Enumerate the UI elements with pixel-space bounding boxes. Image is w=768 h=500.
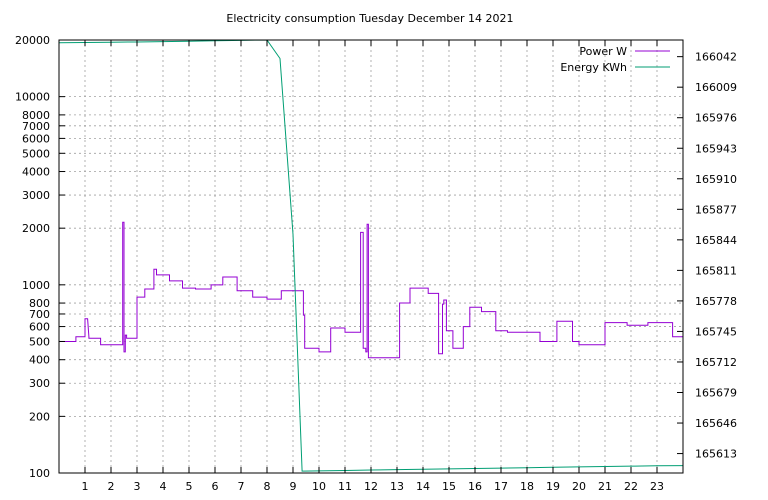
y-left-tick-label: 4000 [22, 166, 50, 179]
y-right-tick-label: 165778 [695, 295, 737, 308]
y-right-tick-label: 165976 [695, 112, 737, 125]
x-tick-label: 17 [494, 480, 508, 493]
x-tick-label: 20 [572, 480, 586, 493]
y-right-tick-label: 165877 [695, 203, 737, 216]
x-tick-label: 13 [390, 480, 404, 493]
y-left-tick-label: 2000 [22, 222, 50, 235]
legend-label: Power W [579, 45, 627, 58]
y-left-tick-label: 300 [29, 377, 50, 390]
y-left-tick-label: 100 [29, 467, 50, 480]
y-left-tick-label: 800 [29, 297, 50, 310]
x-tick-label: 10 [312, 480, 326, 493]
x-tick-label: 16 [468, 480, 482, 493]
x-tick-label: 2 [108, 480, 115, 493]
ticks: 1 2 3 4 5 6 7 8 9 10 11 12 13 14 15 16 17 18 19 20 21 22 23100… [15, 34, 737, 493]
y-left-tick-label: 500 [29, 335, 50, 348]
y-left-tick-label: 700 [29, 308, 50, 321]
y-left-tick-label: 20000 [15, 34, 50, 47]
y-right-tick-label: 165646 [695, 417, 737, 430]
chart-title: Electricity consumption Tuesday December… [226, 12, 513, 25]
y-left-tick-label: 8000 [22, 109, 50, 122]
y-left-tick-label: 5000 [22, 147, 50, 160]
y-left-tick-label: 1000 [22, 279, 50, 292]
y-left-tick-label: 400 [29, 354, 50, 367]
x-tick-label: 19 [546, 480, 560, 493]
x-tick-label: 12 [364, 480, 378, 493]
x-tick-label: 3 [134, 480, 141, 493]
x-tick-label: 1 [82, 480, 89, 493]
x-tick-label: 8 [264, 480, 271, 493]
y-right-tick-label: 165613 [695, 448, 737, 461]
y-right-tick-label: 165745 [695, 325, 737, 338]
x-tick-label: 21 [598, 480, 612, 493]
y-left-tick-label: 600 [29, 321, 50, 334]
x-tick-label: 14 [416, 480, 430, 493]
x-tick-label: 7 [238, 480, 245, 493]
legend: Power W Energy KWh [560, 45, 670, 74]
x-tick-label: 22 [624, 480, 638, 493]
series-line-power [59, 221, 683, 359]
x-tick-label: 18 [520, 480, 534, 493]
x-tick-label: 4 [160, 480, 167, 493]
y-left-tick-label: 3000 [22, 189, 50, 202]
grid-lines [59, 40, 683, 473]
y-right-tick-label: 165943 [695, 142, 737, 155]
x-tick-label: 11 [338, 480, 352, 493]
y-right-tick-label: 165712 [695, 356, 737, 369]
y-right-tick-label: 165844 [695, 234, 737, 247]
x-tick-label: 6 [212, 480, 219, 493]
y-right-tick-label: 165910 [695, 173, 737, 186]
x-tick-label: 5 [186, 480, 193, 493]
y-right-tick-label: 166009 [695, 81, 737, 94]
y-right-tick-label: 165811 [695, 264, 737, 277]
y-left-tick-label: 10000 [15, 91, 50, 104]
y-left-tick-label: 7000 [22, 120, 50, 133]
y-right-tick-label: 165679 [695, 387, 737, 400]
x-tick-label: 15 [442, 480, 456, 493]
y-right-tick-label: 166042 [695, 51, 737, 64]
y-left-tick-label: 6000 [22, 132, 50, 145]
legend-label: Energy KWh [560, 61, 627, 74]
x-tick-label: 23 [650, 480, 664, 493]
y-left-tick-label: 200 [29, 410, 50, 423]
x-tick-label: 9 [290, 480, 297, 493]
